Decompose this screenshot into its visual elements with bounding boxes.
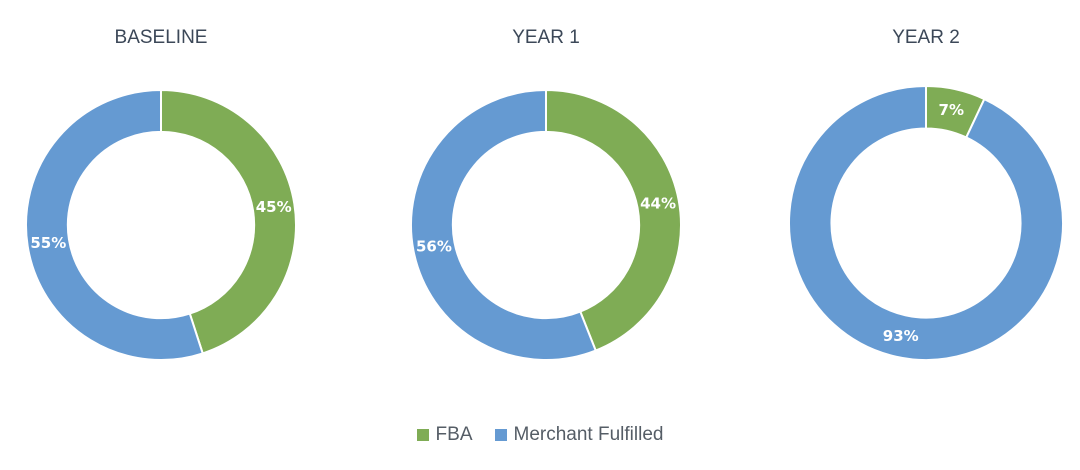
donut-charts: BASELINE 45% 55% YEAR 1 44% 56% YEAR 2 7% 93% xyxy=(25,27,1064,361)
legend-swatch-merchant-fulfilled xyxy=(494,429,507,441)
donut-chart-year-1: YEAR 1 44% 56% xyxy=(410,27,682,361)
donut-chart-baseline: BASELINE 45% 55% xyxy=(25,27,297,361)
legend: FBA Merchant Fulfilled xyxy=(0,424,1080,446)
legend-swatch-fba xyxy=(416,429,429,441)
legend-label-merchant-fulfilled: Merchant Fulfilled xyxy=(513,424,664,445)
legend-item-merchant-fulfilled: Merchant Fulfilled xyxy=(494,424,664,446)
legend-label-fba: FBA xyxy=(435,424,473,445)
donut-chart-year-2: YEAR 2 7% 93% xyxy=(788,27,1064,361)
data-label-year-2-fba: 7% xyxy=(939,101,964,119)
data-label-year-1-merchant-fulfilled: 56% xyxy=(416,237,452,255)
legend-item-fba: FBA xyxy=(416,424,473,446)
slice-baseline-merchant-fulfilled xyxy=(25,88,204,361)
slice-year-2-merchant-fulfilled xyxy=(788,84,1064,361)
slice-year-1-fba xyxy=(545,88,682,352)
data-label-baseline-fba: 45% xyxy=(256,198,292,216)
slice-baseline-fba xyxy=(160,88,297,355)
data-label-baseline-merchant-fulfilled: 55% xyxy=(30,234,66,252)
data-label-year-2-merchant-fulfilled: 93% xyxy=(883,327,919,345)
slice-year-1-merchant-fulfilled xyxy=(410,88,597,361)
data-label-year-1-fba: 44% xyxy=(640,195,676,213)
chart-title-baseline: BASELINE xyxy=(115,27,208,48)
chart-title-year-1: YEAR 1 xyxy=(512,27,580,48)
chart-title-year-2: YEAR 2 xyxy=(892,27,960,48)
